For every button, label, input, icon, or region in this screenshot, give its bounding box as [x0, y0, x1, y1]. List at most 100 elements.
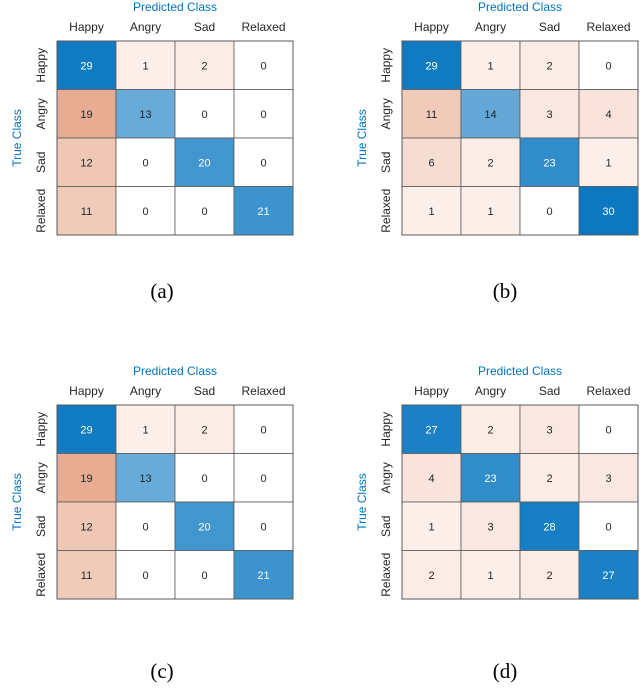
cell-value: 1 — [487, 570, 493, 582]
matrix-cell — [115, 550, 176, 600]
matrix-cell — [115, 453, 176, 503]
cell-value: 19 — [80, 473, 92, 485]
cell-value: 13 — [139, 109, 151, 121]
panel-caption: (a) — [150, 279, 173, 303]
row-label: Angry — [34, 98, 48, 129]
cell-value: 30 — [602, 206, 614, 218]
cell-value: 11 — [81, 570, 92, 582]
predicted-class-title: Predicted Class — [478, 364, 562, 378]
matrix-cell — [56, 404, 117, 454]
column-label: Sad — [194, 384, 215, 398]
matrix-frame — [56, 40, 294, 236]
cell-value: 12 — [80, 157, 92, 169]
cell-value: 1 — [428, 206, 434, 218]
matrix-cell — [519, 550, 580, 600]
matrix-cell — [115, 89, 176, 139]
column-label: Happy — [69, 384, 104, 398]
row-label: Sad — [34, 152, 48, 173]
row-label: Happy — [34, 48, 48, 83]
column-label: Relaxed — [586, 20, 630, 34]
column-label: Relaxed — [586, 384, 630, 398]
cell-value: 0 — [605, 60, 611, 72]
matrix-cell — [519, 137, 580, 187]
matrix-cell — [115, 186, 176, 236]
matrix-cell — [233, 40, 294, 90]
cell-value: 0 — [605, 424, 611, 436]
cell-value: 1 — [142, 424, 148, 436]
column-label: Sad — [539, 384, 560, 398]
cell-value: 0 — [201, 109, 207, 121]
predicted-class-title: Predicted Class — [133, 364, 217, 378]
column-label: Happy — [69, 20, 104, 34]
matrix-cell — [401, 186, 462, 236]
matrix-cell — [519, 501, 580, 551]
cell-value: 1 — [428, 521, 434, 533]
matrix-cell — [233, 501, 294, 551]
cell-value: 0 — [260, 521, 266, 533]
matrix-cell — [174, 404, 235, 454]
true-class-title: True Class — [355, 109, 369, 167]
cell-value: 11 — [81, 206, 92, 218]
confusion-matrix-panel: Predicted Class Happy Angry Sad Relaxed True … — [10, 0, 294, 303]
cell-value: 4 — [605, 109, 611, 121]
cell-value: 27 — [602, 570, 614, 582]
matrix-cell — [233, 186, 294, 236]
row-label: Relaxed — [379, 189, 393, 233]
column-label: Angry — [130, 20, 161, 34]
matrix-cell — [174, 501, 235, 551]
true-class-title: True Class — [10, 109, 24, 167]
confusion-matrix-panel: Predicted Class Happy Angry Sad Relaxed True … — [355, 364, 639, 683]
cell-value: 4 — [428, 473, 434, 485]
row-label: Sad — [34, 516, 48, 537]
cell-value: 1 — [487, 206, 493, 218]
panel-caption: (c) — [150, 659, 173, 683]
column-label: Relaxed — [241, 20, 285, 34]
matrix-cell — [460, 89, 521, 139]
matrix-cell — [401, 89, 462, 139]
matrix-cell — [578, 501, 639, 551]
cell-value: 11 — [426, 109, 437, 121]
cell-value: 20 — [198, 521, 210, 533]
matrix-cell — [460, 550, 521, 600]
matrix-cell — [578, 550, 639, 600]
matrix-cell — [519, 186, 580, 236]
matrix-cell — [174, 550, 235, 600]
cell-value: 2 — [487, 424, 493, 436]
matrix-cell — [56, 40, 117, 90]
row-label: Happy — [34, 412, 48, 447]
predicted-class-title: Predicted Class — [133, 0, 217, 14]
cell-value: 19 — [80, 109, 92, 121]
cell-value: 0 — [260, 157, 266, 169]
matrix-cell — [460, 40, 521, 90]
matrix-cell — [233, 89, 294, 139]
cell-value: 0 — [260, 473, 266, 485]
cell-value: 1 — [487, 60, 493, 72]
cell-value: 29 — [425, 60, 437, 72]
matrix-cell — [460, 186, 521, 236]
cell-value: 20 — [198, 157, 210, 169]
cell-value: 1 — [605, 157, 611, 169]
true-class-title: True Class — [10, 473, 24, 531]
matrix-cell — [56, 453, 117, 503]
confusion-matrix-panel: Predicted Class Happy Angry Sad Relaxed True … — [10, 364, 294, 683]
cell-value: 0 — [546, 206, 552, 218]
panel-caption: (b) — [493, 279, 518, 303]
cell-value: 23 — [543, 157, 555, 169]
cell-value: 29 — [80, 60, 92, 72]
cell-value: 23 — [484, 473, 496, 485]
true-class-title: True Class — [355, 473, 369, 531]
cell-value: 2 — [428, 570, 434, 582]
cell-value: 3 — [487, 521, 493, 533]
row-label: Happy — [379, 412, 393, 447]
cell-value: 1 — [142, 60, 148, 72]
matrix-cell — [115, 40, 176, 90]
cell-value: 0 — [201, 206, 207, 218]
predicted-class-title: Predicted Class — [478, 0, 562, 14]
column-label: Angry — [475, 20, 506, 34]
column-label: Angry — [475, 384, 506, 398]
cell-value: 21 — [257, 206, 269, 218]
column-label: Angry — [130, 384, 161, 398]
matrix-frame — [401, 404, 639, 600]
matrix-cell — [233, 550, 294, 600]
